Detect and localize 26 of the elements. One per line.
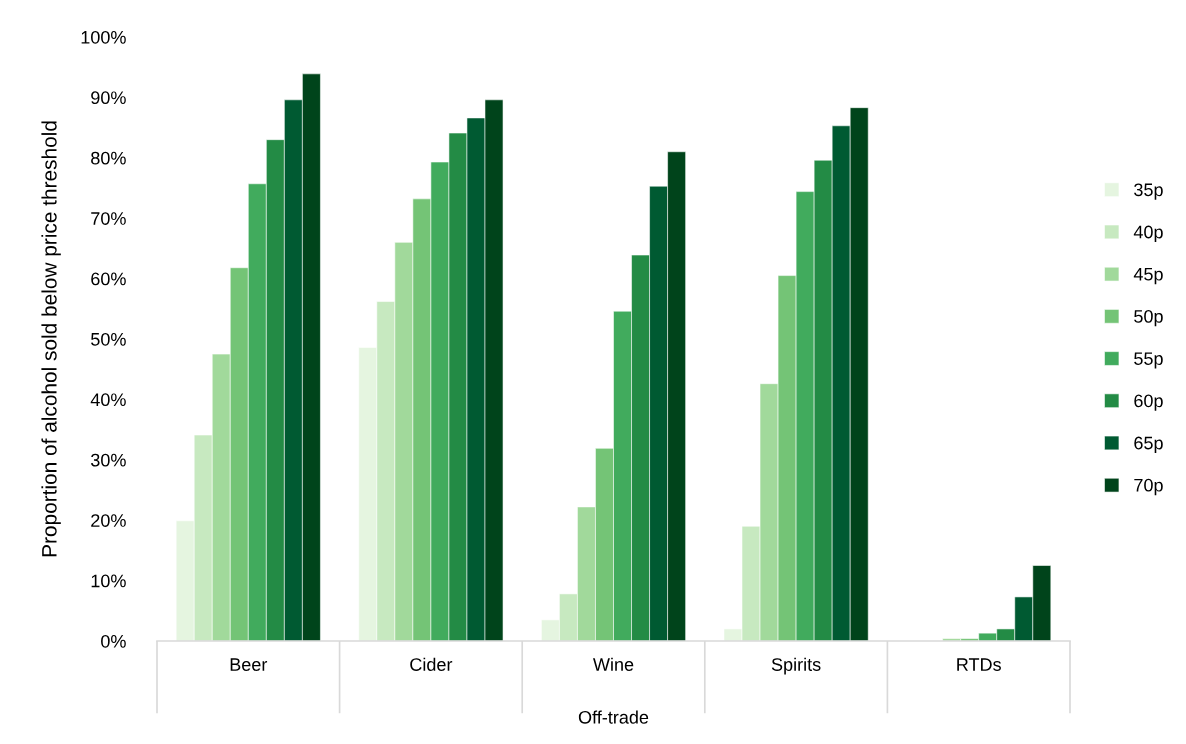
y-tick-label: 30% [91, 453, 126, 467]
legend-label: 70p [1134, 478, 1163, 496]
legend-label: 50p [1134, 310, 1163, 327]
y-tick-label: 100% [81, 30, 126, 44]
legend-label: 60p [1134, 394, 1163, 411]
y-tick-label: 0% [101, 634, 126, 648]
y-tick-label: 10% [91, 574, 126, 588]
legend-label: 40p [1133, 225, 1163, 242]
y-tick-label: 70% [91, 212, 126, 225]
y-tick-label: 20% [91, 514, 126, 527]
y-axis-title: Proportion of alcohol sold below price threshold [41, 121, 61, 557]
x-tick-label: Spirits [771, 657, 821, 675]
legend-label: 55p [1134, 352, 1163, 369]
y-tick-label: 50% [91, 332, 126, 346]
y-tick-label: 90% [91, 91, 126, 105]
x-tick-label: RTDs [957, 658, 1001, 671]
y-tick-label: 40% [90, 393, 126, 407]
legend-label: 65p [1134, 436, 1163, 453]
x-tick-label: Cider [410, 657, 453, 671]
y-tick-label: 80% [91, 151, 126, 165]
legend-label: 45p [1133, 267, 1163, 285]
y-tick-label: 60% [91, 272, 126, 286]
legend-label: 35p [1134, 183, 1163, 200]
x-tick-label: Beer [230, 658, 268, 671]
x-tick-label: Wine [593, 657, 634, 671]
x-axis-title: Off-trade [578, 710, 649, 724]
